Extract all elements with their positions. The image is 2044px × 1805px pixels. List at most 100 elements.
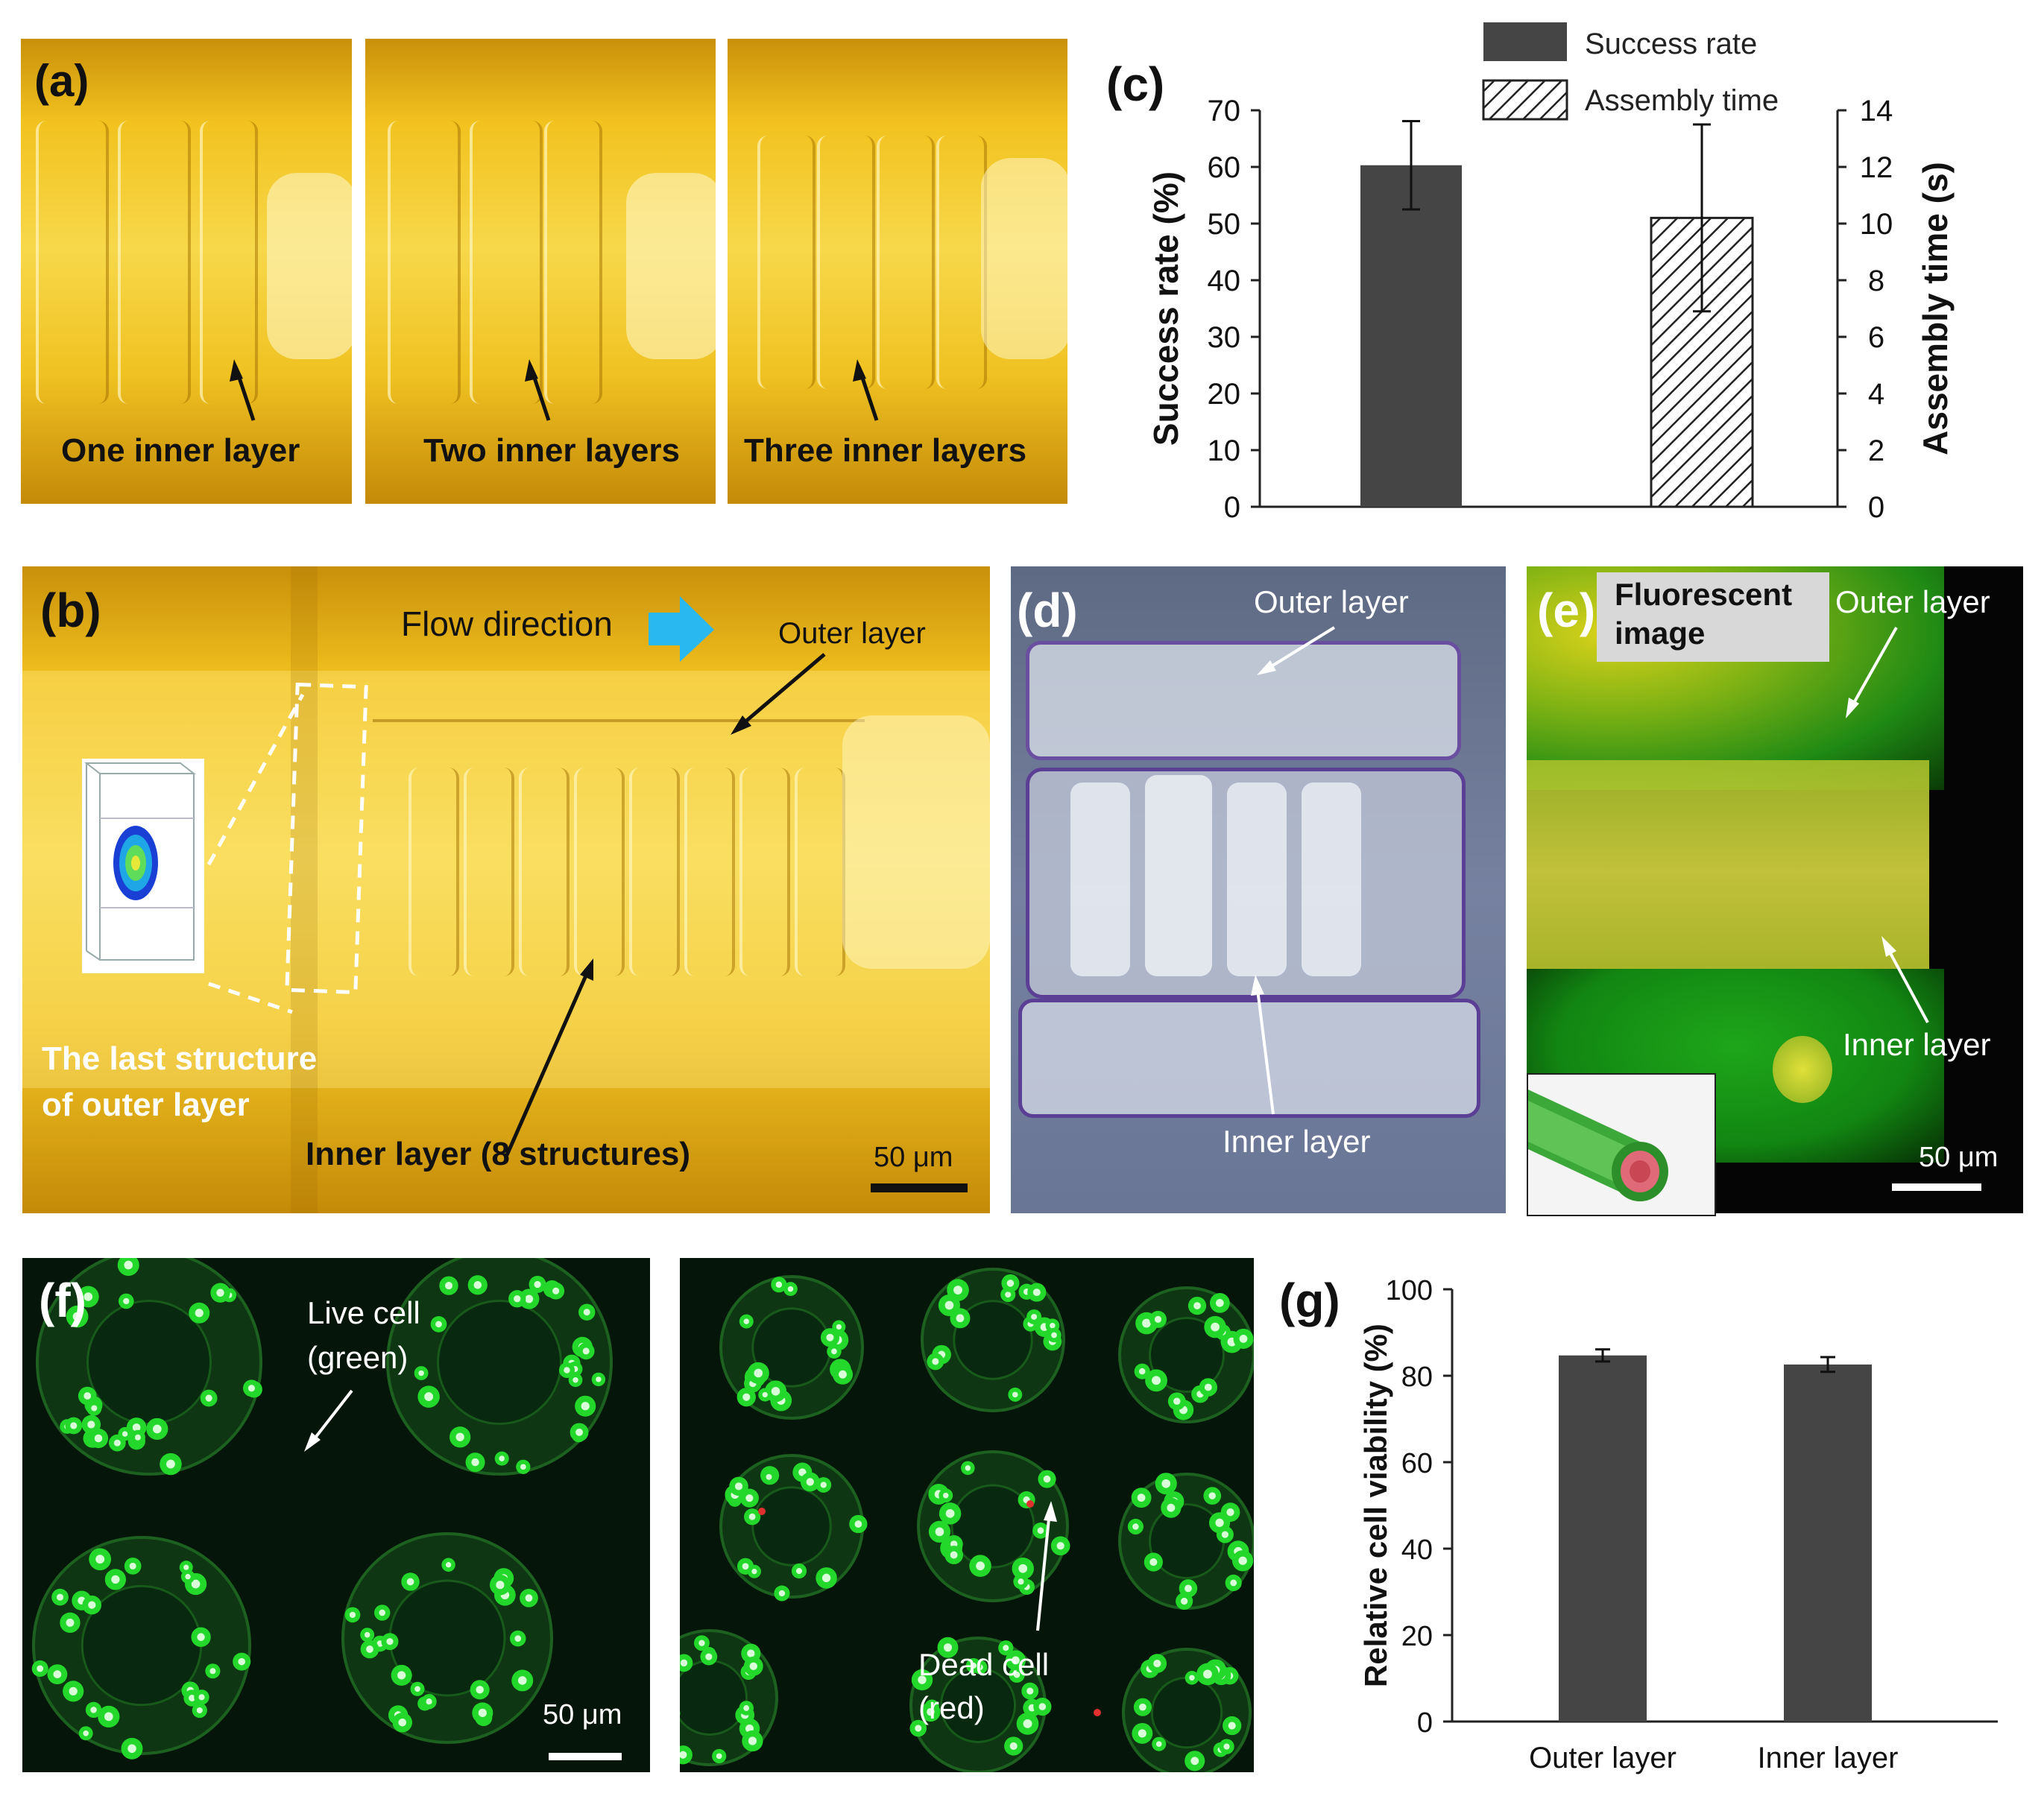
panel-b-label: (b) — [40, 584, 101, 637]
c-left-tick-label: 20 — [1208, 378, 1241, 411]
panel-a-image-3 — [728, 39, 1067, 504]
live-cell-highlight — [88, 1601, 96, 1609]
live-cell-highlight — [83, 1730, 89, 1736]
live-cell-highlight — [397, 1671, 406, 1680]
live-cell-highlight — [935, 1527, 944, 1537]
microcarrier-core — [751, 1486, 832, 1567]
c-legend-swatch-success-rate — [1483, 22, 1567, 61]
live-cell-highlight — [104, 1712, 113, 1722]
panel-e-inset-tube — [1527, 1073, 1716, 1216]
live-cell-highlight — [806, 1478, 814, 1486]
live-cell-highlight — [445, 1562, 452, 1568]
panel-a-arrow-3 — [853, 359, 879, 421]
live-cell-highlight — [379, 1609, 386, 1616]
panel-b-scale-text: 50 μm — [874, 1142, 953, 1173]
g-tick-label: 0 — [1417, 1707, 1433, 1739]
live-cell-highlight — [113, 1439, 121, 1447]
live-cell-highlight — [69, 1687, 78, 1695]
g-tick-label: 60 — [1401, 1448, 1433, 1479]
live-cell-highlight — [742, 1393, 751, 1401]
live-cell-highlight — [444, 1282, 453, 1290]
live-cell-highlight — [1223, 1743, 1230, 1750]
live-cell-highlight — [1211, 1322, 1220, 1332]
c-right-axis-title: Assembly time (s) — [1916, 162, 1955, 455]
live-cell-highlight — [953, 1286, 962, 1295]
live-cell-highlight — [583, 1309, 590, 1316]
panel-a-caption-1: One inner layer — [61, 432, 300, 469]
live-cell-highlight — [1051, 1332, 1057, 1338]
live-cell-highlight — [1018, 1578, 1024, 1585]
panel-b-flow-arrow-icon — [649, 596, 714, 662]
dead-cell — [758, 1508, 766, 1515]
live-cell-highlight — [1031, 1313, 1038, 1320]
dead-cell — [1026, 1500, 1034, 1508]
live-cell-highlight — [1215, 1518, 1224, 1527]
live-cell-highlight — [965, 1465, 971, 1471]
c-left-tick-label: 70 — [1208, 95, 1241, 127]
panel-d-label: (d) — [1017, 584, 1078, 637]
live-cell-highlight — [414, 1686, 420, 1692]
panel-a-label: (a) — [34, 56, 89, 106]
live-cell-highlight — [1142, 1318, 1151, 1328]
panel-b-image — [22, 566, 990, 1213]
live-cell-highlight — [821, 1573, 831, 1583]
panel-f-image-right — [680, 1258, 1254, 1772]
live-cell-highlight — [754, 1368, 763, 1378]
live-cell-highlight — [743, 1318, 750, 1324]
live-cell-highlight — [1003, 1645, 1009, 1651]
live-cell-highlight — [1026, 1687, 1034, 1695]
panel-a-image-2 — [365, 39, 716, 504]
g-axis-title: Relative cell viability (%) — [1358, 1324, 1393, 1687]
panel-f-dead-line1: Dead cell — [918, 1647, 1050, 1682]
live-cell-highlight — [836, 1324, 842, 1330]
live-cell-highlight — [198, 1694, 205, 1701]
live-cell-highlight — [1018, 1564, 1028, 1573]
panel-g-label: (g) — [1279, 1274, 1340, 1327]
g-tick-label: 100 — [1386, 1275, 1433, 1306]
live-cell-highlight — [743, 1705, 750, 1711]
live-cell-highlight — [742, 1563, 749, 1570]
live-cell-highlight — [1185, 1584, 1192, 1593]
g-category-label: Outer layer — [1529, 1742, 1676, 1774]
live-cell-highlight — [37, 1665, 44, 1672]
live-cell-highlight — [945, 1508, 955, 1518]
live-cell-highlight — [124, 1260, 133, 1270]
live-cell-highlight — [435, 1321, 442, 1328]
g-tick-label: 80 — [1401, 1362, 1433, 1393]
live-cell-highlight — [748, 1513, 756, 1520]
live-cell-highlight — [575, 1428, 584, 1436]
live-cell-highlight — [778, 1590, 786, 1597]
c-right-tick-label: 14 — [1860, 95, 1893, 127]
live-cell-highlight — [787, 1286, 794, 1292]
panel-b-last-structure-line2: of outer layer — [42, 1087, 250, 1123]
live-cell-highlight — [197, 1633, 205, 1641]
microcarrier-core — [953, 1300, 1033, 1380]
live-cell-highlight — [191, 1579, 201, 1589]
g-bar — [1559, 1355, 1647, 1722]
live-cell-highlight — [698, 1640, 705, 1646]
live-cell-highlight — [582, 1347, 590, 1355]
live-cell-highlight — [950, 1551, 958, 1559]
live-cell-highlight — [1189, 1675, 1195, 1681]
live-cell-highlight — [581, 1402, 590, 1411]
live-cell-highlight — [1023, 1719, 1032, 1728]
live-cell-highlight — [205, 1394, 212, 1402]
live-cell-highlight — [748, 1736, 757, 1745]
live-cell-highlight — [1204, 1383, 1212, 1391]
panel-e-label: (e) — [1537, 584, 1596, 637]
c-right-tick-label: 2 — [1868, 434, 1884, 467]
live-cell-highlight — [473, 1280, 482, 1289]
live-cell-highlight — [95, 1555, 105, 1564]
panel-a-caption-2: Two inner layers — [423, 432, 680, 469]
live-cell-highlight — [478, 1708, 487, 1718]
live-cell-highlight — [1038, 1703, 1047, 1710]
live-cell-highlight — [398, 1718, 407, 1727]
live-cell-highlight — [831, 1348, 837, 1355]
live-cell-highlight — [1009, 1742, 1018, 1751]
live-cell-highlight — [1152, 1376, 1161, 1385]
live-cell-highlight — [795, 1567, 803, 1575]
live-cell-highlight — [1239, 1335, 1248, 1343]
panel-d-outer-layer: Outer layer — [1254, 584, 1409, 619]
panel-f-image-left — [22, 1258, 650, 1772]
live-cell-highlight — [247, 1385, 256, 1392]
